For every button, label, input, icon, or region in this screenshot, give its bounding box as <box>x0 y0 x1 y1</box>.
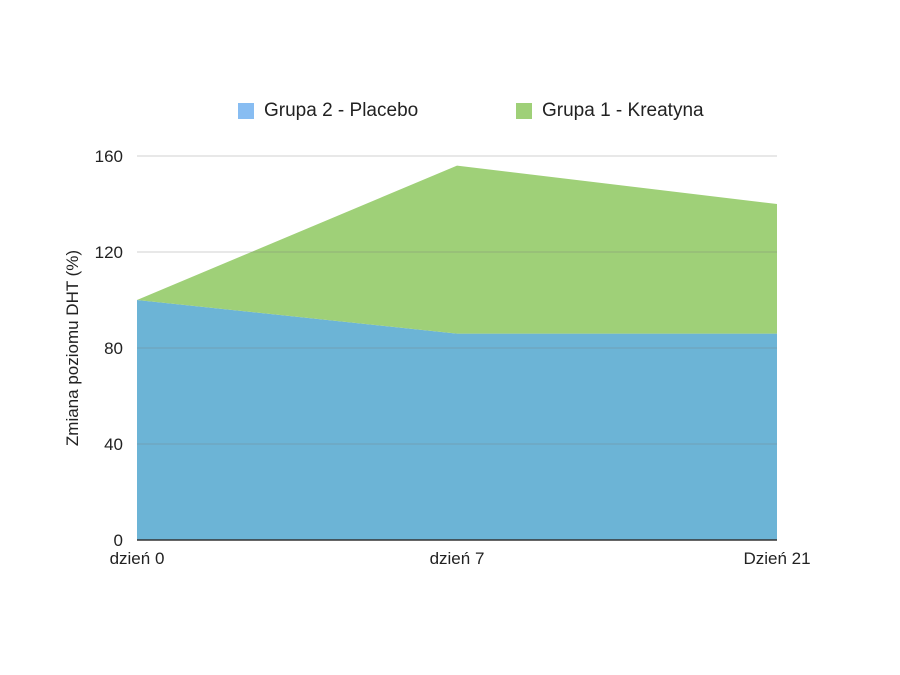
y-tick-label-120: 120 <box>95 243 123 262</box>
legend-item-placebo: Grupa 2 - Placebo <box>238 100 418 122</box>
y-tick-label-0: 0 <box>114 531 123 550</box>
area-series-0 <box>137 300 777 540</box>
legend-swatch-placebo <box>238 103 254 119</box>
x-tick-label-2: Dzień 21 <box>743 549 810 568</box>
x-tick-label-1: dzień 7 <box>430 549 485 568</box>
legend-swatch-kreatyna <box>516 103 532 119</box>
y-tick-label-160: 160 <box>95 147 123 166</box>
legend-label-placebo: Grupa 2 - Placebo <box>264 100 419 121</box>
chart-legend: Grupa 2 - Placebo Grupa 1 - Kreatyna <box>0 100 900 126</box>
area-series-1 <box>137 165 777 334</box>
y-tick-label-40: 40 <box>104 435 123 454</box>
legend-label-kreatyna: Grupa 1 - Kreatyna <box>542 100 704 121</box>
legend-item-kreatyna: Grupa 1 - Kreatyna <box>516 100 704 122</box>
y-tick-label-80: 80 <box>104 339 123 358</box>
x-tick-label-0: dzień 0 <box>110 549 165 568</box>
y-axis-title: Zmiana poziomu DHT (%) <box>63 250 82 446</box>
